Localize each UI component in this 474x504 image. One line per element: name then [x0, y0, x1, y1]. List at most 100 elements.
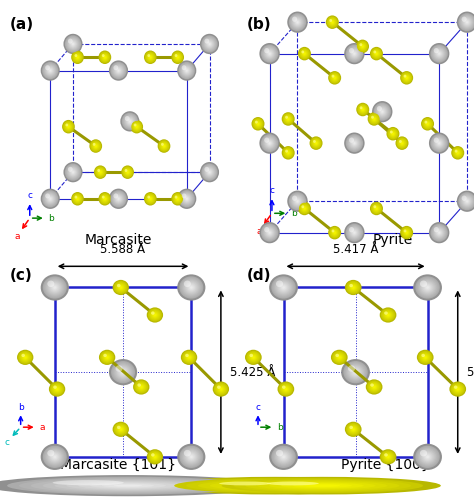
Circle shape: [253, 119, 263, 129]
Circle shape: [353, 52, 356, 55]
Circle shape: [327, 17, 338, 28]
Circle shape: [280, 453, 287, 460]
Circle shape: [413, 274, 442, 300]
Circle shape: [128, 118, 132, 124]
Circle shape: [330, 74, 339, 82]
Circle shape: [71, 169, 75, 175]
Circle shape: [286, 116, 291, 121]
Circle shape: [123, 113, 137, 129]
Circle shape: [173, 195, 182, 203]
Circle shape: [134, 123, 137, 127]
Circle shape: [351, 140, 358, 147]
Circle shape: [233, 482, 316, 489]
Circle shape: [151, 454, 159, 460]
Circle shape: [180, 64, 193, 78]
Circle shape: [70, 40, 76, 47]
Circle shape: [460, 194, 474, 209]
Circle shape: [119, 286, 122, 289]
Circle shape: [20, 352, 30, 362]
Circle shape: [403, 75, 406, 78]
Circle shape: [249, 353, 258, 361]
Circle shape: [72, 51, 83, 63]
Circle shape: [331, 350, 347, 365]
Circle shape: [348, 365, 363, 379]
Circle shape: [102, 353, 112, 361]
Circle shape: [43, 446, 67, 468]
Circle shape: [287, 12, 308, 33]
Circle shape: [422, 283, 433, 292]
Circle shape: [95, 145, 97, 147]
Circle shape: [432, 46, 446, 61]
Circle shape: [269, 274, 298, 300]
Circle shape: [382, 451, 394, 463]
Circle shape: [292, 483, 352, 488]
Circle shape: [422, 118, 433, 130]
Circle shape: [64, 162, 82, 182]
Circle shape: [454, 148, 462, 157]
Circle shape: [375, 52, 378, 55]
Circle shape: [91, 142, 100, 150]
Circle shape: [348, 425, 358, 433]
Circle shape: [434, 48, 445, 59]
Circle shape: [264, 138, 269, 143]
Circle shape: [420, 281, 435, 294]
Circle shape: [303, 52, 305, 54]
Circle shape: [464, 19, 471, 26]
Circle shape: [66, 36, 80, 52]
Circle shape: [133, 123, 140, 131]
Circle shape: [102, 54, 108, 60]
Circle shape: [348, 365, 355, 372]
Text: Pyrite: Pyrite: [373, 233, 413, 247]
Circle shape: [248, 352, 259, 362]
Circle shape: [314, 141, 319, 146]
Circle shape: [200, 162, 219, 182]
Circle shape: [333, 76, 336, 80]
Circle shape: [346, 224, 362, 241]
Circle shape: [331, 74, 338, 82]
Circle shape: [186, 198, 188, 200]
Circle shape: [431, 224, 447, 241]
Circle shape: [253, 118, 264, 130]
Circle shape: [388, 129, 398, 139]
Circle shape: [139, 385, 143, 389]
Circle shape: [99, 50, 111, 64]
Circle shape: [420, 281, 427, 287]
Circle shape: [425, 285, 430, 290]
Circle shape: [122, 371, 125, 373]
Circle shape: [147, 307, 163, 323]
Circle shape: [137, 383, 146, 391]
Circle shape: [149, 55, 152, 59]
Circle shape: [202, 36, 217, 52]
Circle shape: [282, 286, 285, 289]
Circle shape: [380, 110, 384, 113]
Circle shape: [264, 48, 269, 53]
Circle shape: [7, 477, 249, 494]
Circle shape: [189, 285, 194, 290]
Circle shape: [262, 45, 277, 62]
Circle shape: [214, 383, 228, 396]
Circle shape: [300, 48, 310, 58]
Circle shape: [186, 355, 192, 360]
Circle shape: [344, 43, 365, 65]
Circle shape: [328, 17, 337, 27]
Circle shape: [389, 130, 397, 138]
Circle shape: [135, 381, 147, 393]
Circle shape: [149, 451, 161, 463]
Circle shape: [352, 428, 355, 430]
Circle shape: [51, 453, 59, 460]
Circle shape: [332, 75, 337, 81]
Circle shape: [329, 19, 332, 22]
Circle shape: [65, 123, 71, 130]
Circle shape: [384, 311, 392, 319]
Circle shape: [451, 146, 464, 160]
Circle shape: [353, 231, 356, 234]
Circle shape: [399, 140, 405, 146]
Circle shape: [285, 150, 288, 153]
Circle shape: [117, 197, 120, 201]
Circle shape: [117, 426, 120, 429]
Circle shape: [375, 104, 389, 119]
Circle shape: [289, 192, 306, 210]
Circle shape: [118, 285, 124, 290]
Text: (a): (a): [9, 17, 33, 32]
Circle shape: [366, 380, 383, 395]
